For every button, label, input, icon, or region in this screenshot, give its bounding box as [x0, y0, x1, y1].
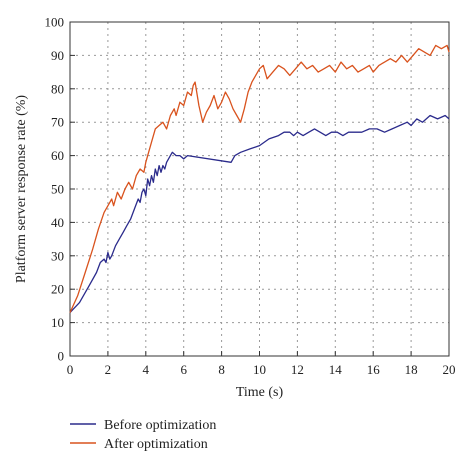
x-tick-label: 20 [443, 362, 456, 377]
series-line-before-optimization [69, 114, 450, 314]
x-tick-label: 6 [180, 362, 187, 377]
y-tick-label: 10 [51, 315, 64, 330]
x-tick-label: 2 [105, 362, 112, 377]
y-tick-label: 40 [51, 215, 64, 230]
y-tick-label: 70 [51, 115, 64, 130]
axis-ticks: 0 2 4 6 8 10 12 14 16 18 20 0 10 20 30 40 50 60 70 80 90 100 [45, 15, 456, 378]
x-tick-label: 14 [329, 362, 343, 377]
y-tick-label: 60 [51, 148, 64, 163]
x-tick-label: 18 [405, 362, 418, 377]
y-tick-label: 20 [51, 282, 64, 297]
x-tick-label: 4 [143, 362, 150, 377]
y-tick-label: 100 [45, 15, 65, 30]
y-tick-label: 50 [51, 182, 64, 197]
x-tick-label: 12 [291, 362, 304, 377]
x-tick-label: 8 [218, 362, 225, 377]
y-axis-label: Platform server response rate (%) [14, 95, 29, 283]
legend: Before optimization After optimization [70, 418, 216, 452]
x-axis-label: Time (s) [236, 385, 284, 400]
y-tick-label: 90 [51, 48, 64, 63]
x-tick-label: 10 [253, 362, 266, 377]
y-tick-label: 0 [58, 349, 65, 364]
legend-label: After optimization [104, 437, 208, 452]
legend-label: Before optimization [104, 418, 216, 433]
y-tick-label: 30 [51, 248, 64, 263]
grid [70, 22, 449, 356]
x-tick-label: 16 [367, 362, 381, 377]
y-tick-label: 80 [51, 81, 64, 96]
series-group [69, 44, 450, 314]
x-tick-label: 0 [67, 362, 74, 377]
series-line-after-optimization [69, 44, 450, 313]
